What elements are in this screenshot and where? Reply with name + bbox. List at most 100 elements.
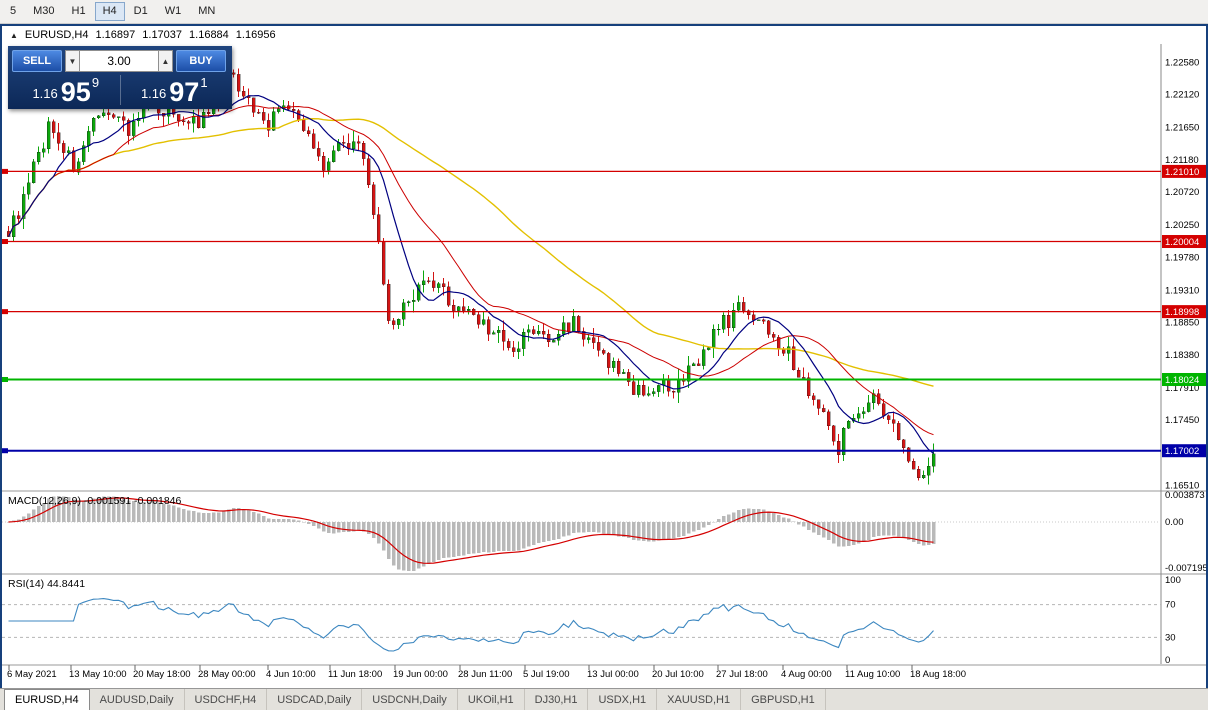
macd-histogram <box>7 495 936 572</box>
rsi-axis-label: 100 <box>1165 575 1181 586</box>
trade-panel-controls: SELL ▼ ▲ BUY <box>12 50 228 72</box>
buy-price-sup: 1 <box>200 75 208 90</box>
price-axis-label: 1.21180 <box>1165 155 1199 166</box>
chart-ohlc-header: ▲ EURUSD,H4 1.16897 1.17037 1.16884 1.16… <box>2 26 1206 44</box>
chart-tab-eurusd-h4[interactable]: EURUSD,H4 <box>4 689 90 710</box>
chart-tab-usdchf-h4[interactable]: USDCHF,H4 <box>185 689 268 710</box>
time-axis-label: 28 Jun 11:00 <box>458 669 512 680</box>
buy-price-big: 97 <box>169 77 200 107</box>
chart-tab-ukoil-h1[interactable]: UKOil,H1 <box>458 689 525 710</box>
rsi-line <box>8 598 934 652</box>
moving-average-line-22 <box>8 105 934 436</box>
buy-price[interactable]: 1.16 97 1 <box>121 75 229 107</box>
time-axis-label: 4 Jun 10:00 <box>266 669 316 680</box>
price-chart[interactable]: 1.22580 1.22120 1.21650 1.21180 1.20720 1.202… <box>2 44 1206 684</box>
time-axis-label: 27 Jul 18:00 <box>716 669 768 680</box>
svg-text:1.18024: 1.18024 <box>1165 375 1199 386</box>
chevron-up-icon: ▲ <box>161 56 170 66</box>
chart-background <box>2 44 1206 684</box>
svg-text:1.17002: 1.17002 <box>1165 446 1199 457</box>
time-axis-label: 28 May 00:00 <box>198 669 256 680</box>
moving-average-line-55 <box>7 117 934 387</box>
macd-axis-label: -0.007195 <box>1165 563 1206 574</box>
chart-symbol: EURUSD,H4 <box>24 29 89 41</box>
timeframe-button-h4[interactable]: H4 <box>94 2 125 21</box>
chart-tab-usdcnh-daily[interactable]: USDCNH,Daily <box>362 689 458 710</box>
time-axis-label: 20 Jul 10:00 <box>652 669 704 680</box>
time-axis-label: 20 May 18:00 <box>133 669 191 680</box>
price-axis-label: 1.20720 <box>1165 187 1199 198</box>
chart-tab-audusd-daily[interactable]: AUDUSD,Daily <box>90 689 185 710</box>
horizontal-line-1.17002[interactable]: 1.17002 <box>2 444 1206 458</box>
ohlc-close: 1.16956 <box>235 29 276 41</box>
price-tag <box>1162 372 1206 386</box>
chart-tab-usdx-h1[interactable]: USDX,H1 <box>588 689 658 710</box>
price-axis-label: 1.18850 <box>1165 317 1199 328</box>
sell-price-big: 95 <box>60 77 91 107</box>
timeframe-button-d1[interactable]: D1 <box>126 2 156 21</box>
sell-button[interactable]: SELL <box>12 50 62 72</box>
price-axis-label: 1.17450 <box>1165 415 1199 426</box>
rsi-axis-label: 0 <box>1165 655 1170 666</box>
rsi-label: RSI(14) 44.8441 <box>8 578 85 590</box>
time-axis-label: 6 May 2021 <box>7 669 57 680</box>
price-tag <box>1162 444 1206 458</box>
price-axis-label: 1.19780 <box>1165 253 1199 264</box>
price-axis-label: 1.22580 <box>1165 58 1199 69</box>
moving-average-line-10 <box>7 94 934 454</box>
time-axis-label: 5 Jul 19:00 <box>523 669 569 680</box>
sell-price[interactable]: 1.16 95 9 <box>12 75 121 107</box>
horizontal-line-1.18024[interactable]: 1.18024 <box>2 372 1206 386</box>
macd-axis-label: 0.003873 <box>1165 490 1205 501</box>
price-axis-label: 1.20250 <box>1165 220 1199 231</box>
time-axis-label: 4 Aug 00:00 <box>781 669 832 680</box>
price-axis-label: 1.22120 <box>1165 90 1199 101</box>
volume-input[interactable] <box>80 50 158 72</box>
ohlc-low: 1.16884 <box>189 29 229 41</box>
time-axis-label: 13 May 10:00 <box>69 669 127 680</box>
svg-text:1.20004: 1.20004 <box>1165 237 1199 248</box>
macd-label: MACD(12,26,9) -0.001591 -0.001846 <box>8 495 182 507</box>
timeframe-button-h1[interactable]: H1 <box>64 2 94 21</box>
price-tag <box>1162 235 1206 249</box>
horizontal-line-1.18998[interactable]: 1.18998 <box>2 305 1206 319</box>
price-axis-label: 1.17910 <box>1165 383 1199 394</box>
time-axis-label: 19 Jun 00:00 <box>393 669 448 680</box>
sell-price-sup: 9 <box>91 75 100 90</box>
price-tag <box>1162 305 1206 319</box>
volume-dropdown-button[interactable]: ▼ <box>65 50 80 72</box>
time-axis-label: 11 Jun 18:00 <box>328 669 382 680</box>
trade-panel-quotes: 1.16 95 9 1.16 97 1 <box>12 75 229 107</box>
timeframe-button-mn[interactable]: MN <box>190 2 223 21</box>
price-axis-label: 1.16510 <box>1165 481 1199 492</box>
chart-tab-xauusd-h1[interactable]: XAUUSD,H1 <box>657 689 742 710</box>
time-axis-label: 11 Aug 10:00 <box>845 669 900 680</box>
chart-tab-usdcad-daily[interactable]: USDCAD,Daily <box>267 689 363 710</box>
macd-signal-line <box>8 497 934 564</box>
chart-tab-dj30-h1[interactable]: DJ30,H1 <box>525 689 589 710</box>
price-axis-label: 1.18380 <box>1165 350 1199 361</box>
rsi-axis-label: 30 <box>1165 632 1176 643</box>
sell-price-small: 1.16 <box>32 86 58 101</box>
horizontal-line-1.20004[interactable]: 1.20004 <box>2 235 1206 249</box>
ohlc-open: 1.16897 <box>95 29 136 41</box>
tick-up-icon: ▲ <box>10 30 18 40</box>
timeframe-button-m30[interactable]: M30 <box>25 2 62 21</box>
horizontal-line-1.21010[interactable]: 1.21010 <box>2 164 1206 178</box>
chart-tab-gbpusd-h1[interactable]: GBPUSD,H1 <box>741 689 826 710</box>
volume-increase-button[interactable]: ▲ <box>158 50 173 72</box>
ohlc-high: 1.17037 <box>142 29 183 41</box>
timeframe-button-w1[interactable]: W1 <box>157 2 190 21</box>
chart-tab-bar: EURUSD,H4 AUDUSD,Daily USDCHF,H4 USDCAD,Dai… <box>0 688 1208 710</box>
svg-text:1.18998: 1.18998 <box>1165 307 1199 318</box>
timeframe-button-5[interactable]: 5 <box>2 2 24 21</box>
time-axis-label: 13 Jul 00:00 <box>587 669 639 680</box>
chevron-down-icon: ▼ <box>68 56 77 66</box>
timeframe-toolbar: 5 M30 H1 H4 D1 W1 MN <box>0 0 1208 24</box>
price-axis-label: 1.21650 <box>1165 122 1199 133</box>
buy-button[interactable]: BUY <box>176 50 226 72</box>
chart-window: ▲ EURUSD,H4 1.16897 1.17037 1.16884 1.16… <box>0 24 1208 688</box>
price-tag <box>1162 164 1206 178</box>
price-axis-label: 1.19310 <box>1165 285 1199 296</box>
one-click-trade-panel: SELL ▼ ▲ BUY 1.16 95 9 1.16 97 <box>8 46 232 109</box>
